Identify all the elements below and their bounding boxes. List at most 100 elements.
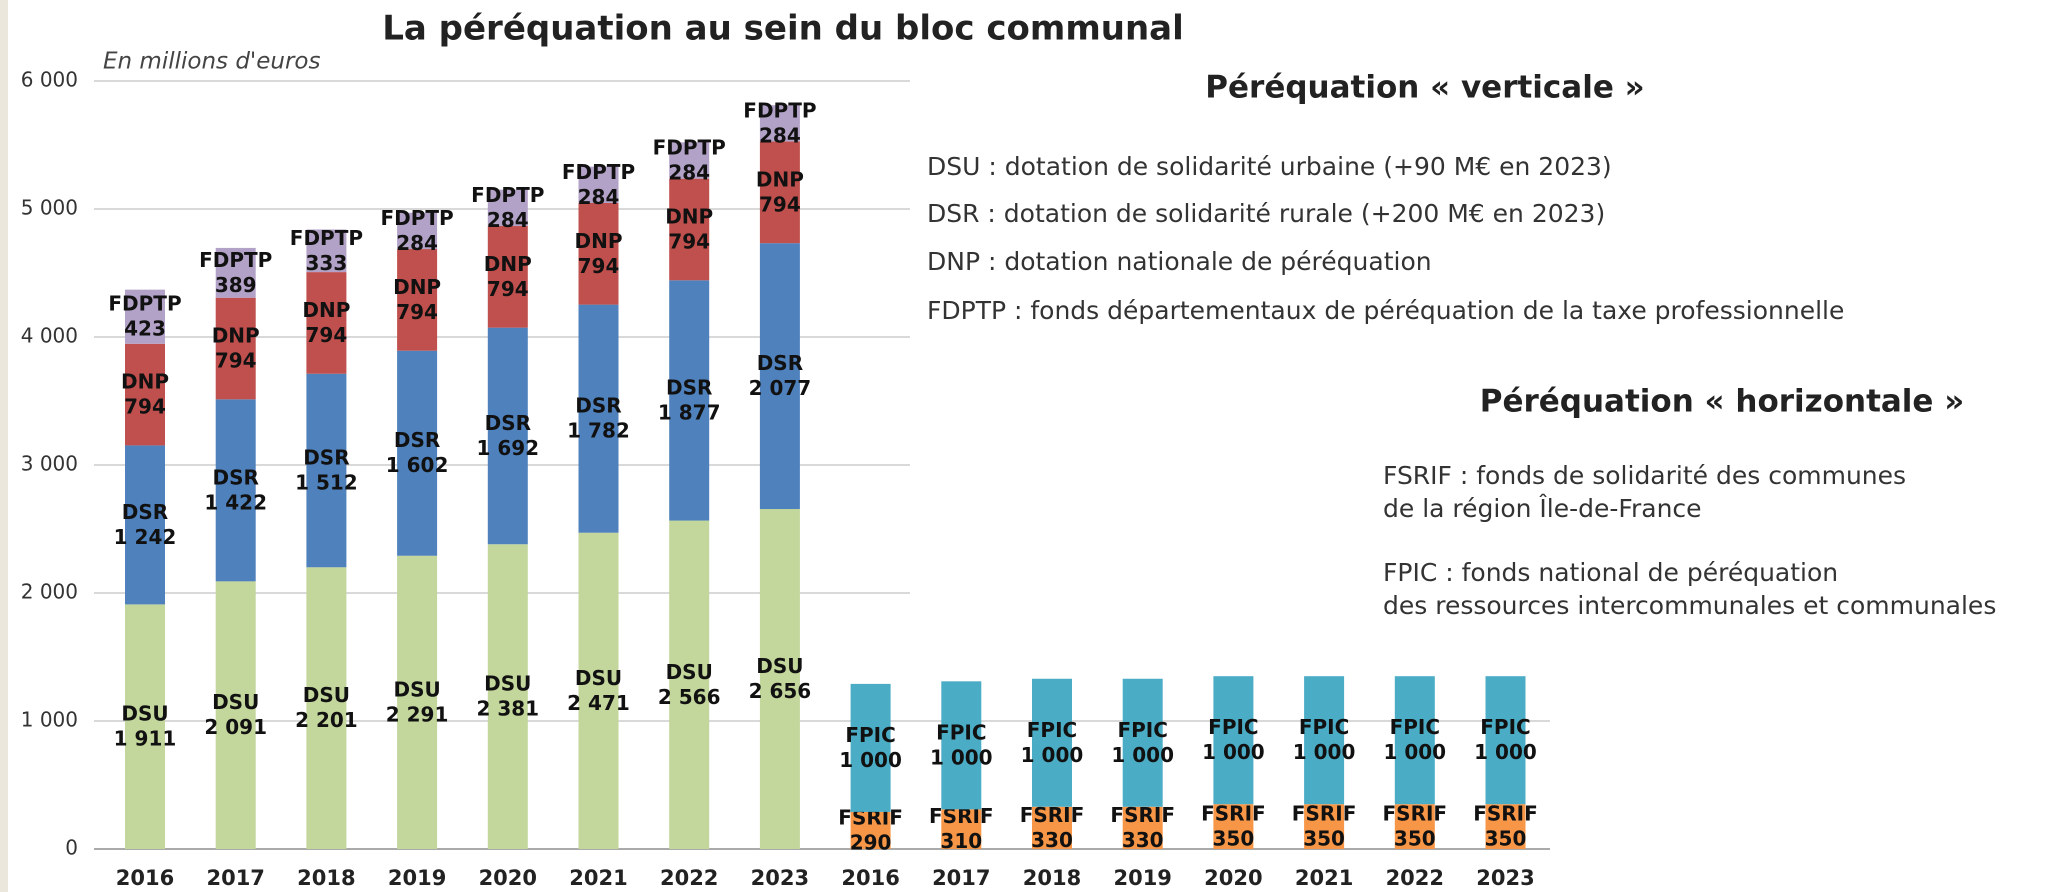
label-value: 1 242 bbox=[114, 524, 177, 548]
bar-segment bbox=[1394, 676, 1435, 805]
x-tick-label: 2019 bbox=[388, 866, 446, 890]
label-name: DSR bbox=[666, 375, 712, 399]
x-tick-label: 2021 bbox=[569, 866, 627, 890]
bar-segment bbox=[1304, 804, 1345, 849]
bar-segment bbox=[941, 681, 982, 810]
y-tick-label: 0 bbox=[65, 836, 78, 860]
x-tick-label: 2020 bbox=[479, 866, 537, 890]
data-label: DSR 2 077 bbox=[749, 351, 812, 400]
label-value: 1 000 bbox=[1474, 740, 1537, 764]
x-tick-label: 2017 bbox=[932, 866, 990, 890]
bar-segment bbox=[125, 445, 165, 605]
x-tick-label: 2022 bbox=[660, 866, 718, 890]
label-name: DSU bbox=[756, 654, 803, 678]
data-label: DSR 1 242 bbox=[114, 499, 177, 548]
label-value: 1 000 bbox=[1202, 740, 1265, 764]
edge-strip bbox=[0, 0, 8, 892]
annotation-line: de la région Île-de-France bbox=[1383, 494, 1702, 523]
label-value: 1 911 bbox=[114, 726, 177, 750]
label-value: 794 bbox=[759, 192, 801, 216]
bar-segment bbox=[1394, 804, 1435, 849]
data-label: FPIC 1 000 bbox=[930, 720, 993, 769]
data-label: DSR 1 602 bbox=[386, 428, 449, 477]
label-name: DNP bbox=[665, 204, 713, 228]
bar-segment bbox=[397, 350, 438, 556]
data-label: FDPTP 333 bbox=[290, 225, 363, 274]
annotation-heading: Péréquation « horizontale » bbox=[1480, 384, 1965, 420]
bar-segment bbox=[850, 811, 891, 849]
label-value: 2 381 bbox=[476, 696, 539, 720]
bar-segment bbox=[1122, 678, 1163, 807]
label-value: 284 bbox=[396, 230, 438, 254]
bar-segment bbox=[759, 141, 800, 244]
y-tick-label: 2 000 bbox=[21, 580, 78, 604]
x-tick-label: 2018 bbox=[1023, 866, 1081, 890]
bar-segment bbox=[397, 212, 438, 250]
label-name: DSU bbox=[303, 683, 350, 707]
label-name: FDPTP bbox=[471, 182, 544, 206]
label-name: DNP bbox=[756, 167, 804, 191]
data-label: DNP 794 bbox=[121, 369, 169, 418]
label-value: 1 000 bbox=[1383, 740, 1446, 764]
data-label: DSU 2 566 bbox=[658, 659, 721, 708]
label-value: 794 bbox=[396, 299, 438, 323]
label-name: DNP bbox=[212, 323, 260, 347]
x-tick-label: 2022 bbox=[1386, 866, 1444, 890]
data-label: FSRIF 330 bbox=[1110, 802, 1175, 851]
bar-segment bbox=[306, 567, 347, 849]
data-label: FSRIF 350 bbox=[1473, 801, 1538, 850]
label-value: 284 bbox=[759, 123, 801, 147]
label-name: FPIC bbox=[1299, 715, 1349, 739]
data-label: FSRIF 330 bbox=[1020, 802, 1085, 851]
data-label: DSR 1 877 bbox=[658, 375, 721, 424]
y-tick-label: 6 000 bbox=[21, 68, 78, 92]
label-value: 794 bbox=[124, 394, 166, 418]
label-value: 1 877 bbox=[658, 400, 721, 424]
annotation-heading: Péréquation « verticale » bbox=[1205, 70, 1644, 106]
bar-segment bbox=[669, 520, 710, 849]
data-label: DNP 794 bbox=[665, 204, 713, 253]
label-name: FPIC bbox=[1390, 715, 1440, 739]
label-name: FDPTP bbox=[108, 291, 181, 315]
x-tick-label: 2019 bbox=[1113, 866, 1171, 890]
bar-segment bbox=[306, 373, 347, 568]
label-name: FPIC bbox=[1208, 715, 1258, 739]
label-name: FDPTP bbox=[380, 205, 453, 229]
bar-segment bbox=[487, 189, 528, 227]
label-name: FPIC bbox=[845, 722, 895, 746]
bar-segment bbox=[1032, 806, 1072, 849]
bar-segment bbox=[1032, 678, 1072, 807]
bar-segment bbox=[125, 343, 165, 446]
label-name: FSRIF bbox=[1473, 801, 1538, 825]
chart-subtitle: En millions d'euros bbox=[103, 49, 321, 75]
label-value: 2 201 bbox=[295, 708, 358, 732]
label-value: 1 422 bbox=[204, 490, 267, 514]
label-value: 350 bbox=[1485, 826, 1527, 850]
data-label: FDPTP 284 bbox=[653, 135, 726, 184]
bar-segment bbox=[215, 399, 256, 582]
data-label: FDPTP 284 bbox=[562, 159, 635, 208]
data-label: FPIC 1 000 bbox=[1202, 715, 1265, 764]
bar-segment bbox=[578, 304, 619, 533]
label-value: 794 bbox=[578, 253, 620, 277]
data-label: DSU 2 471 bbox=[567, 665, 630, 714]
label-name: DSR bbox=[485, 410, 531, 434]
bar-segment bbox=[1213, 804, 1254, 849]
y-tick-label: 5 000 bbox=[21, 196, 78, 220]
x-tick-label: 2016 bbox=[116, 866, 174, 890]
label-name: DSR bbox=[757, 351, 803, 375]
label-value: 1 782 bbox=[567, 418, 630, 442]
data-label: DNP 794 bbox=[212, 323, 260, 372]
label-value: 1 000 bbox=[839, 747, 902, 771]
data-label: DSU 1 911 bbox=[114, 701, 177, 750]
label-name: DNP bbox=[393, 274, 441, 298]
label-name: DNP bbox=[575, 228, 623, 252]
label-value: 1 602 bbox=[386, 453, 449, 477]
label-name: DSR bbox=[122, 499, 168, 523]
label-name: DNP bbox=[484, 251, 532, 275]
x-tick-label: 2017 bbox=[206, 866, 264, 890]
data-label: FSRIF 290 bbox=[838, 805, 903, 854]
label-value: 310 bbox=[940, 829, 982, 853]
label-name: FDPTP bbox=[199, 247, 272, 271]
